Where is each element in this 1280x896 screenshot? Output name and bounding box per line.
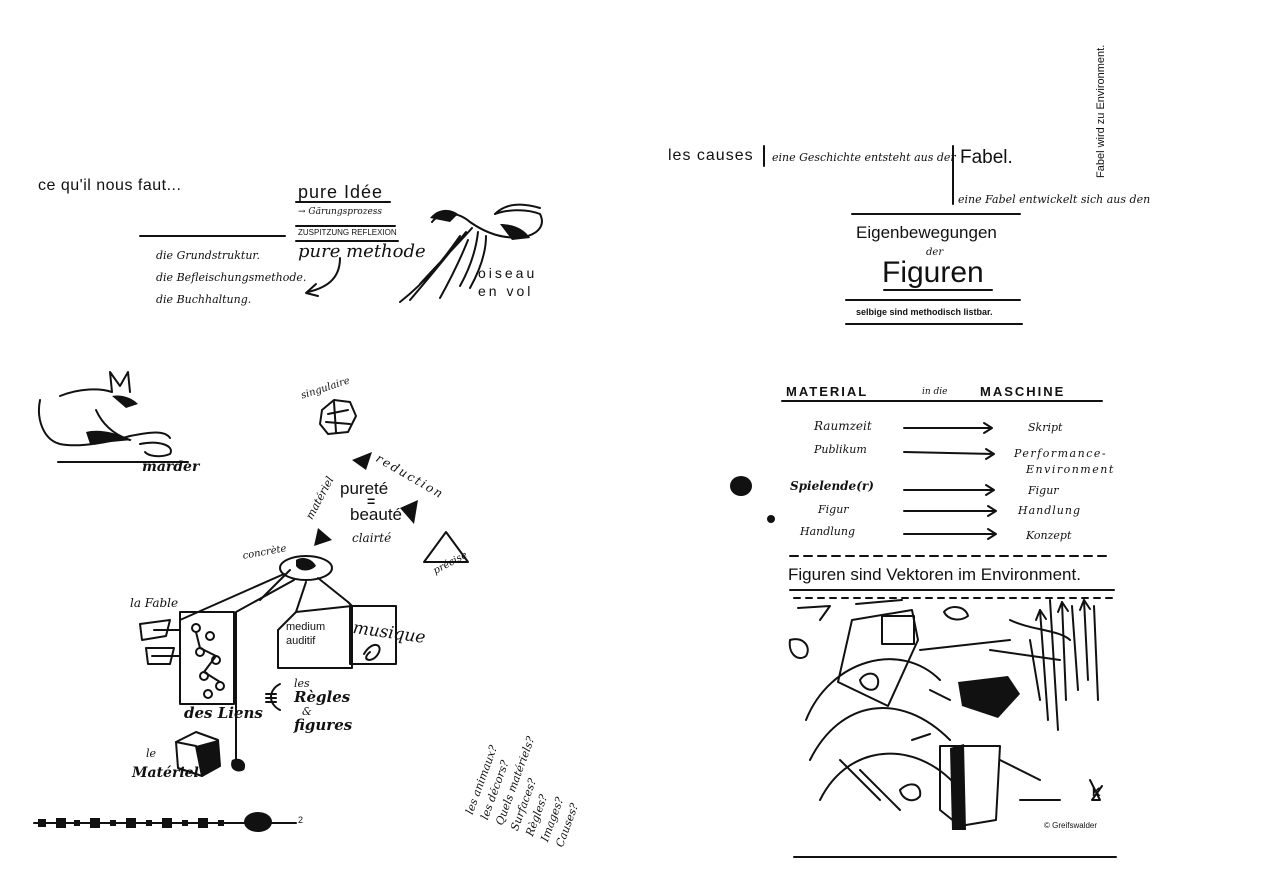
wedge-left: [314, 528, 332, 546]
wedge-right: [400, 500, 418, 524]
ink-blot-small: [767, 515, 775, 523]
map-right-figur: Figur: [1028, 484, 1059, 497]
purete-equals: =: [367, 493, 376, 509]
liens-label: des Liens: [184, 704, 263, 722]
pure-idee-heading: pure Idée: [298, 182, 384, 202]
marder-drawing: [38, 371, 189, 463]
list-item-1: die Grundstruktur.: [156, 249, 260, 262]
materiel-label: Matériel: [132, 765, 199, 781]
intro-text: ce qu'il nous faut...: [38, 177, 182, 194]
list-item-2: die Befleischungsmethode.: [156, 271, 307, 284]
precise-triangle: [423, 531, 469, 563]
copyright-text: © Greifswalder: [1044, 821, 1098, 830]
ink-blot-large: [730, 476, 752, 496]
map-left-figur: Figur: [818, 503, 849, 516]
marder-label: marder: [142, 459, 200, 475]
map-right-skript: Skript: [1028, 421, 1063, 434]
rock-singulaire: [319, 399, 357, 435]
clef-mark: [363, 644, 381, 661]
selbige-text: selbige sind methodisch listbar.: [856, 307, 993, 317]
map-right-environment: Environment: [1026, 463, 1115, 476]
signature-mark: K: [1092, 785, 1101, 799]
maschine-heading: MASCHINE: [980, 384, 1066, 399]
triangle-top: [352, 452, 372, 470]
figuren-heading: Figuren: [882, 256, 984, 289]
musique-box: [349, 605, 397, 665]
les-causes: les causes: [668, 147, 754, 164]
vektoren-heading: Figuren sind Vektoren im Environment.: [788, 565, 1081, 584]
mapping-arrows: [903, 422, 997, 540]
regles-amp: &: [302, 705, 312, 718]
fable-diagram: [139, 611, 235, 705]
methode-arrowhead: [305, 283, 319, 297]
medium-line-2: auditif: [286, 635, 316, 647]
in-die: in die: [922, 387, 948, 397]
process-line-1: → Gärungsprozess: [298, 207, 383, 217]
methode-curve-arrow: [307, 257, 341, 293]
materiel-cube: [175, 731, 246, 777]
map-left-spielende: Spielende(r): [790, 479, 874, 493]
fabel-entwickelt: eine Fabel entwickelt sich aus den: [958, 193, 1151, 206]
beaute-word: beauté: [350, 505, 402, 524]
map-right-handlung: Handlung: [1018, 504, 1082, 517]
decorative-border: [33, 812, 297, 832]
purete-cluster: [314, 452, 469, 563]
eigen-heading: Eigenbewegungen: [856, 223, 997, 242]
bird-label-2: en vol: [478, 283, 534, 299]
map-left-handlung: Handlung: [800, 525, 856, 538]
pure-methode: pure methode: [298, 241, 426, 262]
geschichte-text: eine Geschichte entsteht aus der: [772, 151, 956, 164]
der-word: der: [926, 247, 944, 258]
vector-sketch: [788, 599, 1103, 830]
fabel-word: Fabel.: [960, 147, 1013, 168]
map-right-performance: Performance-: [1014, 447, 1108, 460]
la-fable-label: la Fable: [130, 596, 179, 610]
purete-word: pureté: [340, 479, 389, 498]
map-left-publikum: Publikum: [814, 443, 867, 456]
regles-les: les: [294, 677, 310, 690]
le-label: le: [146, 747, 157, 760]
regles-bracket: [265, 683, 281, 711]
process-line-2: zuspitzung reflexion: [298, 228, 397, 237]
material-heading: MATERIAL: [786, 384, 869, 399]
list-item-3: die Buchhaltung.: [156, 293, 252, 306]
bird-drawing: [399, 203, 543, 303]
regles-word: Règles: [294, 688, 351, 706]
regles-figures: figures: [294, 716, 353, 734]
map-right-konzept: Konzept: [1026, 529, 1072, 542]
vertical-fabel: Fabel wird zu Environment.: [1095, 44, 1107, 178]
medium-line-1: medium: [286, 621, 326, 633]
clairete-label: clairté: [352, 531, 392, 545]
border-mark: 2: [298, 815, 304, 825]
bird-label-1: oiseau: [478, 265, 538, 281]
map-left-raumzeit: Raumzeit: [814, 419, 872, 433]
